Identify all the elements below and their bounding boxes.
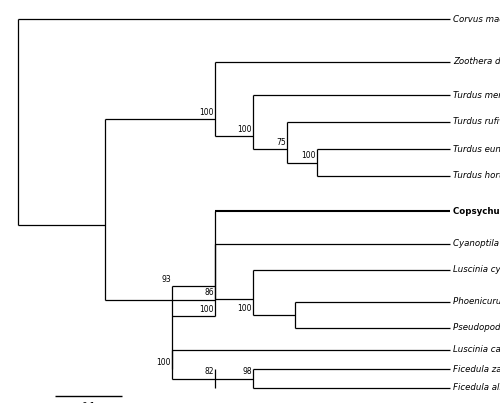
Text: 86: 86	[204, 288, 214, 297]
Text: 100: 100	[156, 358, 171, 367]
Text: Pseudopodoces humilis: Pseudopodoces humilis	[453, 324, 500, 332]
Text: Turdus eunomus: Turdus eunomus	[453, 145, 500, 154]
Text: 93: 93	[161, 275, 171, 284]
Text: 100: 100	[238, 304, 252, 313]
Text: 100: 100	[200, 305, 214, 314]
Text: Turdus hortulorum: Turdus hortulorum	[453, 172, 500, 181]
Text: Cyanoptila cyanomelana: Cyanoptila cyanomelana	[453, 239, 500, 249]
Text: Ficedula albicollis: Ficedula albicollis	[453, 384, 500, 393]
Text: Turdus rufiventris: Turdus rufiventris	[453, 118, 500, 127]
Text: 100: 100	[302, 152, 316, 160]
Text: Phoenicurus auroreus: Phoenicurus auroreus	[453, 297, 500, 307]
Text: Copsychus saularis: Copsychus saularis	[453, 206, 500, 216]
Text: Corvus macrorhynchos: Corvus macrorhynchos	[453, 15, 500, 23]
Text: Ficedula zanthopygia: Ficedula zanthopygia	[453, 364, 500, 374]
Text: 75: 75	[276, 138, 286, 147]
Text: 98: 98	[242, 368, 252, 376]
Text: 82: 82	[204, 368, 214, 376]
Text: 100: 100	[200, 108, 214, 117]
Text: 100: 100	[238, 125, 252, 133]
Text: Luscinia calliope: Luscinia calliope	[453, 345, 500, 355]
Text: 0.1: 0.1	[82, 402, 96, 403]
Text: Turdus merula: Turdus merula	[453, 91, 500, 100]
Text: Zoothera dauma: Zoothera dauma	[453, 58, 500, 66]
Text: Luscinia cyanura: Luscinia cyanura	[453, 266, 500, 274]
